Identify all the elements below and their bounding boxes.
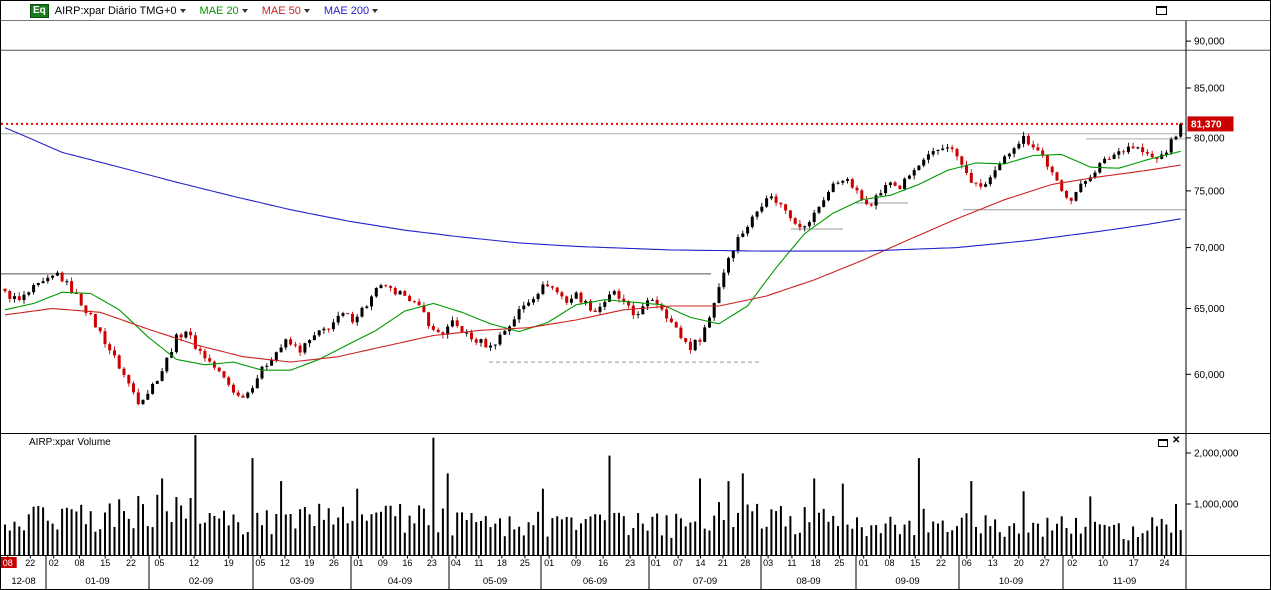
toolbar: Eq AIRP:xpar Diário TMG+0 MAE 20 MAE 50 … <box>1 1 1270 21</box>
chevron-down-icon <box>372 9 379 13</box>
month-label: 08-09 <box>796 576 820 587</box>
day-label: 22 <box>126 558 136 568</box>
price-axis-label: 90,000 <box>1194 37 1225 48</box>
price-axis-label: 65,000 <box>1194 304 1225 315</box>
day-label: 01 <box>859 558 869 568</box>
month-label: 01-09 <box>85 576 109 587</box>
day-label: 11 <box>787 558 796 568</box>
day-label: 25 <box>834 558 844 568</box>
day-label: 02 <box>49 558 59 568</box>
day-label: 12 <box>189 558 199 568</box>
restore-icon[interactable] <box>1158 439 1168 447</box>
month-label: 02-09 <box>189 576 213 587</box>
day-label: 16 <box>402 558 412 568</box>
day-label: 26 <box>329 558 339 568</box>
day-label: 03 <box>763 558 773 568</box>
selected-date-highlight <box>1 557 17 568</box>
symbol-dropdown[interactable]: AIRP:xpar Diário TMG+0 <box>55 5 186 17</box>
mae50-label: MAE 50 <box>261 4 301 17</box>
symbol-label: AIRP:xpar Diário TMG+0 <box>54 4 177 17</box>
day-label: 19 <box>224 558 234 568</box>
mae200-label: MAE 200 <box>323 4 370 17</box>
day-label: 16 <box>598 558 608 568</box>
day-label: 08 <box>3 558 13 568</box>
day-label: 05 <box>255 558 265 568</box>
day-label: 23 <box>625 558 635 568</box>
day-label: 01 <box>353 558 363 568</box>
day-label: 05 <box>154 558 164 568</box>
volume-bars <box>4 435 1182 556</box>
day-label: 09 <box>378 558 388 568</box>
day-label: 18 <box>811 558 821 568</box>
day-label: 04 <box>451 558 461 568</box>
day-label: 15 <box>910 558 920 568</box>
volume-axis-label: 2,000,000 <box>1194 449 1239 460</box>
price-axis-label: 75,000 <box>1194 186 1225 197</box>
day-label: 07 <box>673 558 683 568</box>
mae20-label: MAE 20 <box>199 4 239 17</box>
price-axis-label: 85,000 <box>1194 84 1225 95</box>
day-label: 21 <box>718 558 728 568</box>
price-axis-label: 70,000 <box>1194 243 1225 254</box>
day-label: 20 <box>1014 558 1024 568</box>
day-label: 18 <box>497 558 507 568</box>
last-price-label: 81,370 <box>1191 120 1222 131</box>
day-label: 01 <box>651 558 661 568</box>
chevron-down-icon <box>241 9 248 13</box>
month-label: 07-09 <box>693 576 717 587</box>
day-label: 22 <box>25 558 35 568</box>
day-label: 13 <box>988 558 998 568</box>
maximize-icon[interactable] <box>1156 6 1167 15</box>
mae20-dropdown[interactable]: MAE 20 <box>200 5 248 17</box>
equity-badge[interactable]: Eq <box>30 3 49 18</box>
volume-axis-label: 1,000,000 <box>1194 500 1239 511</box>
day-label: 08 <box>74 558 84 568</box>
month-label: 11-09 <box>1113 576 1137 587</box>
mae50-line <box>4 164 1181 363</box>
chevron-down-icon <box>303 9 310 13</box>
day-label: 22 <box>936 558 946 568</box>
mae200-line <box>4 127 1181 252</box>
day-label: 06 <box>962 558 972 568</box>
support-resistance-lines <box>1 49 1270 363</box>
month-label: 09-09 <box>895 576 919 587</box>
day-label: 15 <box>100 558 110 568</box>
day-label: 08 <box>884 558 894 568</box>
mae20-line <box>4 150 1181 371</box>
month-label: 05-09 <box>483 576 507 587</box>
day-label: 02 <box>1067 558 1077 568</box>
day-label: 01 <box>544 558 554 568</box>
day-label: 27 <box>1040 558 1050 568</box>
candlesticks <box>3 122 1183 406</box>
price-chart[interactable]: 90,000 85,000 80,000 75,000 70,000 65,000 60,0… <box>1 21 1271 433</box>
month-label: 06-09 <box>583 576 607 587</box>
day-label: 10 <box>1098 558 1108 568</box>
day-label: 09 <box>571 558 581 568</box>
day-label: 14 <box>696 558 706 568</box>
volume-chart[interactable]: 2,000,000 1,000,000 12-08 08 22 01-09 02 08 15 22… <box>1 433 1271 590</box>
day-label: 17 <box>1129 558 1139 568</box>
mae200-dropdown[interactable]: MAE 200 <box>323 4 379 17</box>
day-label: 25 <box>520 558 530 568</box>
time-axis: 12-08 08 22 01-09 02 08 15 22 02-09 05 12 19 03-09 05… <box>1 555 1169 589</box>
month-label: 10-09 <box>999 576 1023 587</box>
volume-panel-header: AIRP:xpar Volume ✕ <box>1 435 1270 449</box>
day-label: 12 <box>280 558 290 568</box>
price-axis-label: 60,000 <box>1194 370 1225 381</box>
month-label: 12-08 <box>11 576 35 587</box>
close-icon[interactable]: ✕ <box>1172 435 1181 446</box>
day-label: 28 <box>740 558 750 568</box>
day-label: 23 <box>427 558 437 568</box>
mae50-dropdown[interactable]: MAE 50 <box>262 5 310 17</box>
day-label: 19 <box>304 558 314 568</box>
day-label: 24 <box>1159 558 1169 568</box>
day-label: 11 <box>474 558 483 568</box>
month-label: 04-09 <box>388 576 412 587</box>
price-axis-label: 80,000 <box>1194 133 1225 144</box>
chevron-down-icon <box>179 9 186 13</box>
month-label: 03-09 <box>290 576 314 587</box>
last-price-tag <box>1187 116 1234 132</box>
volume-panel-title: AIRP:xpar Volume <box>29 437 111 448</box>
